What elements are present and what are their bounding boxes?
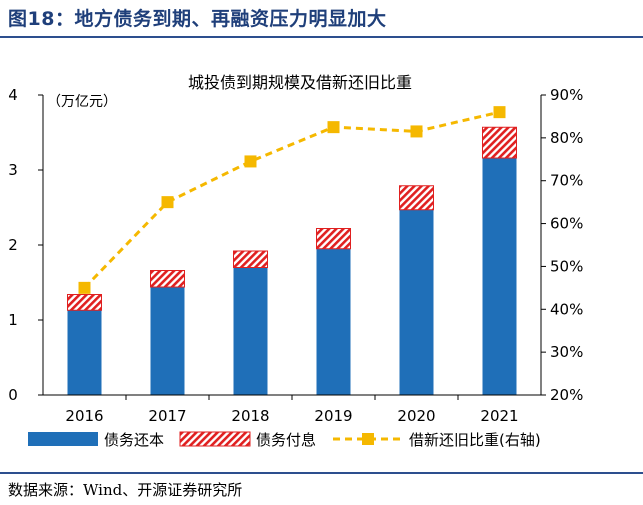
- bar-principal-2018: [233, 267, 268, 395]
- bottom-divider: [0, 472, 643, 474]
- bar-principal-2020: [399, 209, 434, 395]
- bar-principal-2019: [316, 248, 351, 395]
- y2-tick-label: 90%: [550, 86, 583, 104]
- legend-label-principal: 债务还本: [104, 431, 164, 449]
- y-tick-label: 1: [8, 311, 18, 329]
- x-tick-label: 2021: [480, 407, 518, 425]
- y2-tick-label: 30%: [550, 343, 583, 361]
- source-note: 数据来源：Wind、开源证券研究所: [8, 481, 243, 499]
- ratio-point-2021: [493, 106, 506, 119]
- y2-tick-label: 50%: [550, 257, 583, 275]
- bar-principal-2016: [67, 310, 102, 395]
- top-divider: [0, 36, 643, 38]
- chart: 城投债到期规模及借新还旧比重 （万亿元） 0 1 2 3 4 20% 30% 40% 50% 60…: [8, 73, 583, 449]
- legend-swatch-ratio-marker: [362, 433, 374, 445]
- x-tick-label: 2020: [397, 407, 435, 425]
- bar-interest-2021: [482, 126, 517, 159]
- ratio-point-2019: [327, 121, 340, 134]
- y-tick-label: 3: [8, 161, 18, 179]
- bar-principal-2017: [150, 287, 185, 395]
- ratio-line: [83, 110, 500, 289]
- bar-interest-2016: [67, 294, 102, 311]
- legend-swatch-interest: [179, 431, 251, 447]
- ratio-point-2017: [161, 196, 174, 209]
- bar-principal-2021: [482, 158, 517, 395]
- x-tick-label: 2019: [314, 407, 352, 425]
- bar-interest-2019: [316, 228, 351, 250]
- x-tick-label: 2017: [148, 407, 186, 425]
- bar-interest-2017: [150, 270, 185, 288]
- legend-label-ratio: 借新还旧比重(右轴): [409, 431, 541, 449]
- ratio-point-2020: [410, 125, 423, 138]
- y-tick-label: 2: [8, 236, 18, 254]
- y2-tick-label: 60%: [550, 215, 583, 233]
- y2-tick-label: 70%: [550, 172, 583, 190]
- chart-title: 城投债到期规模及借新还旧比重: [188, 73, 412, 92]
- legend-label-interest: 债务付息: [256, 431, 316, 449]
- figure-title: 图18：地方债务到期、再融资压力明显加大: [8, 8, 387, 30]
- y2-tick-label: 40%: [550, 300, 583, 318]
- ratio-point-2018: [244, 155, 257, 168]
- y-tick-label: 4: [8, 86, 18, 104]
- legend-swatch-principal: [28, 432, 98, 446]
- bar-interest-2018: [233, 250, 268, 268]
- bar-interest-2020: [399, 185, 434, 211]
- y-axis-unit-label: （万亿元）: [47, 94, 117, 110]
- ratio-point-2016: [78, 281, 91, 294]
- x-tick-label: 2018: [231, 407, 269, 425]
- y2-tick-label: 80%: [550, 129, 583, 147]
- x-tick-label: 2016: [65, 407, 103, 425]
- y-tick-label: 0: [8, 386, 18, 404]
- y2-tick-label: 20%: [550, 386, 583, 404]
